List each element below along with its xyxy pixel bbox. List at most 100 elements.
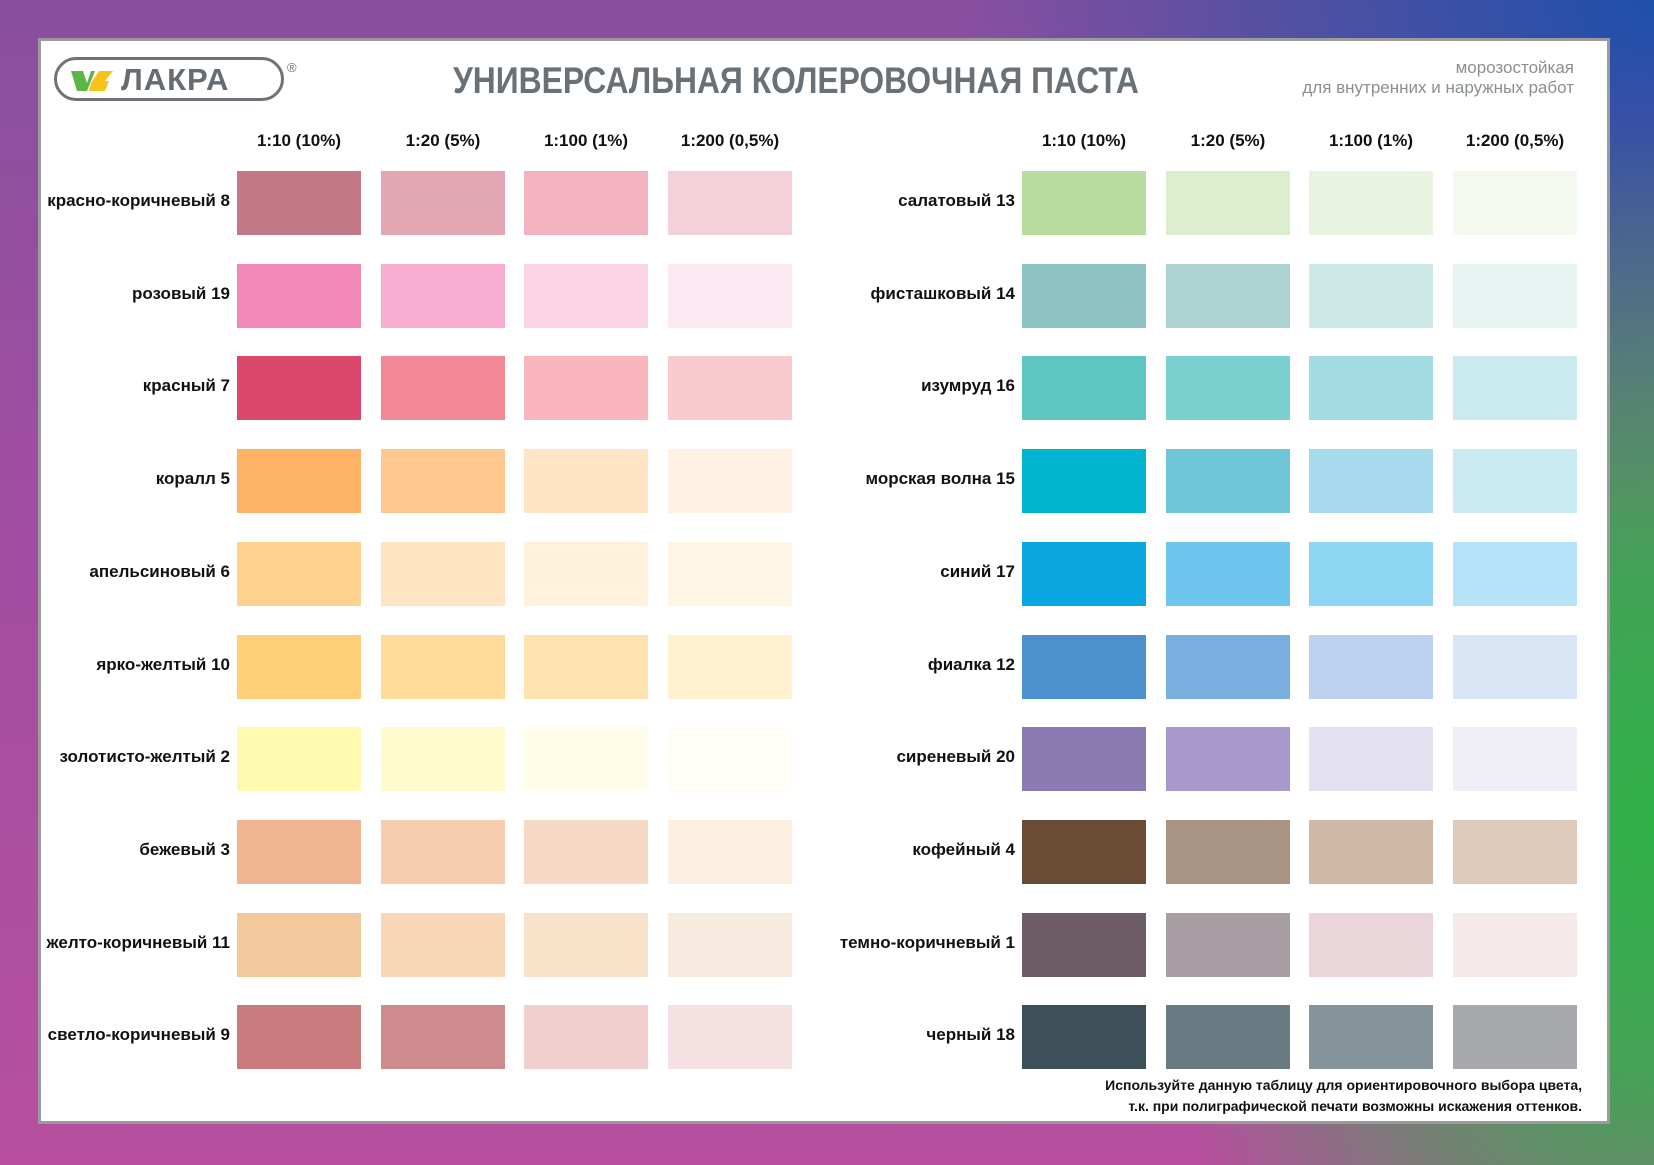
color-swatch xyxy=(381,449,505,514)
color-swatch xyxy=(1166,171,1290,235)
color-swatch xyxy=(524,541,648,606)
dilution-header: 1:100 (1%) xyxy=(543,131,629,150)
color-swatch xyxy=(1022,263,1146,328)
color-swatch xyxy=(1309,727,1433,792)
dilution-header: 1:200 (0,5%) xyxy=(680,131,780,150)
dilution-header: 1:200 (0,5%) xyxy=(1465,131,1565,150)
color-swatch xyxy=(524,263,648,328)
color-swatch xyxy=(1453,1005,1577,1070)
color-swatch xyxy=(1453,541,1577,606)
subtitle-line-1: морозостойкая xyxy=(1455,58,1574,77)
color-name-label: бежевый 3 xyxy=(139,839,230,859)
color-swatch xyxy=(381,912,505,977)
color-name-label: желто-коричневый 11 xyxy=(46,932,230,952)
color-name-label: апельсиновый 6 xyxy=(89,561,230,581)
color-swatch xyxy=(1166,1005,1290,1070)
color-swatch xyxy=(1022,171,1146,235)
color-swatch xyxy=(524,1005,648,1070)
color-swatch xyxy=(1453,171,1577,235)
color-swatch xyxy=(1453,727,1577,792)
color-swatch xyxy=(668,1005,792,1070)
color-swatch xyxy=(381,819,505,884)
color-swatch xyxy=(524,634,648,699)
color-swatch xyxy=(524,171,648,235)
color-swatch xyxy=(1309,171,1433,235)
color-swatch xyxy=(1309,263,1433,328)
color-swatch xyxy=(1022,541,1146,606)
color-swatch xyxy=(381,541,505,606)
color-swatch xyxy=(668,541,792,606)
color-swatch xyxy=(237,263,361,328)
color-swatch xyxy=(1022,634,1146,699)
color-swatch xyxy=(381,727,505,792)
color-name-label: кофейный 4 xyxy=(912,839,1015,859)
color-swatch xyxy=(1309,912,1433,977)
color-swatch xyxy=(1309,819,1433,884)
dilution-header: 1:20 (5%) xyxy=(1190,131,1266,150)
color-swatch xyxy=(668,171,792,235)
color-swatch xyxy=(1166,819,1290,884)
color-name-label: красно-коричневый 8 xyxy=(47,191,230,210)
color-name-label: светло-коричневый 9 xyxy=(47,1025,230,1045)
color-name-label: коралл 5 xyxy=(155,469,230,489)
color-name-label: темно-коричневый 1 xyxy=(839,932,1015,952)
color-swatch xyxy=(1453,819,1577,884)
color-swatch xyxy=(1309,449,1433,514)
footnote-line-2: т.к. при полиграфической печати возможны… xyxy=(1128,1098,1582,1114)
color-swatch xyxy=(1166,634,1290,699)
color-swatch xyxy=(1453,449,1577,514)
color-name-label: фисташковый 14 xyxy=(870,283,1015,303)
color-swatch xyxy=(1166,263,1290,328)
color-swatch xyxy=(1309,1005,1433,1070)
color-name-label: фиалка 12 xyxy=(927,654,1015,674)
subtitle-line-2: для внутренних и наружных работ xyxy=(1302,78,1574,97)
color-swatch xyxy=(524,449,648,514)
color-swatch xyxy=(1166,449,1290,514)
color-swatch xyxy=(381,1005,505,1070)
color-name-label: красный 7 xyxy=(142,376,230,396)
logo-mark-icon xyxy=(71,71,113,91)
color-swatch xyxy=(1022,727,1146,792)
dilution-header: 1:10 (10%) xyxy=(1041,131,1127,150)
color-swatch xyxy=(668,449,792,514)
color-swatch xyxy=(237,819,361,884)
color-swatch xyxy=(668,356,792,421)
color-swatch xyxy=(524,356,648,421)
color-swatch xyxy=(237,449,361,514)
footnote-line-1: Используйте данную таблицу для ориентиро… xyxy=(1105,1077,1582,1093)
color-swatch xyxy=(237,727,361,792)
color-name-label: сиреневый 20 xyxy=(896,747,1015,767)
color-name-label: салатовый 13 xyxy=(898,191,1015,210)
color-swatch xyxy=(1166,541,1290,606)
color-swatch xyxy=(237,541,361,606)
color-swatch xyxy=(1309,634,1433,699)
color-swatch xyxy=(1453,263,1577,328)
color-name-label: синий 17 xyxy=(940,561,1015,581)
color-swatch xyxy=(1022,912,1146,977)
color-swatch xyxy=(1166,356,1290,421)
color-name-label: ярко-желтый 10 xyxy=(96,654,230,674)
color-swatch xyxy=(668,912,792,977)
color-swatch xyxy=(237,1005,361,1070)
color-swatch xyxy=(237,356,361,421)
color-swatch xyxy=(1453,356,1577,421)
color-swatch xyxy=(237,634,361,699)
registered-mark: ® xyxy=(287,60,297,75)
color-swatch xyxy=(524,912,648,977)
color-swatch xyxy=(1166,912,1290,977)
lakra-logo: ЛАКРА xyxy=(54,57,284,101)
color-swatch xyxy=(381,634,505,699)
color-name-label: черный 18 xyxy=(926,1025,1015,1045)
color-swatch xyxy=(237,171,361,235)
color-swatch xyxy=(1453,634,1577,699)
color-swatch xyxy=(524,819,648,884)
color-swatch xyxy=(381,263,505,328)
color-swatch xyxy=(381,171,505,235)
color-swatch xyxy=(1022,1005,1146,1070)
color-swatch xyxy=(1309,356,1433,421)
color-swatch xyxy=(1453,912,1577,977)
color-swatch xyxy=(1166,727,1290,792)
color-swatch xyxy=(668,819,792,884)
color-swatch xyxy=(1309,541,1433,606)
color-name-label: золотисто-желтый 2 xyxy=(59,747,230,767)
